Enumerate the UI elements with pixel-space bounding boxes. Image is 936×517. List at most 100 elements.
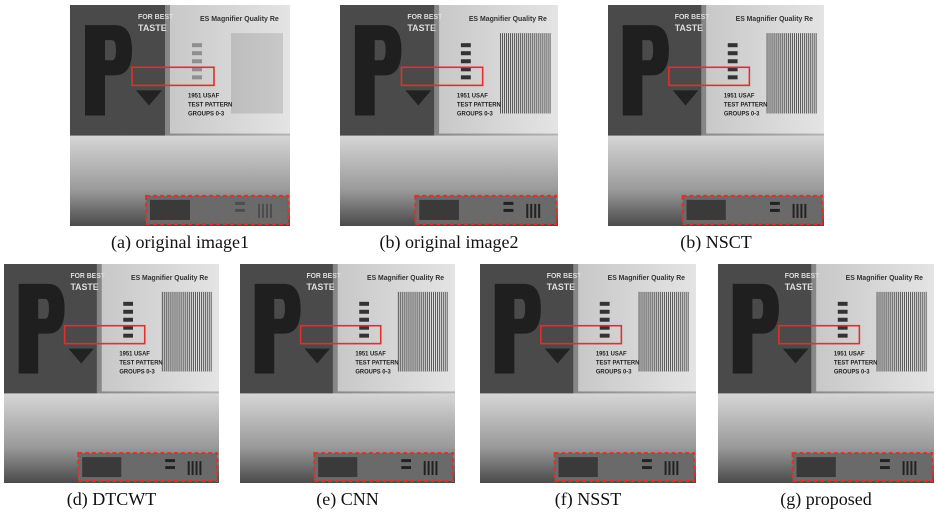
inset-bars [435,461,437,475]
card-title: ES Magnifier Quality Re [469,16,547,23]
inset-bars [428,461,430,475]
target-bars [192,51,202,55]
target-bars [838,334,848,338]
inset-bars [665,461,667,475]
brand-text: TASTE [547,282,575,292]
caption: (e) CNN [316,489,378,510]
inset-bars [165,459,175,462]
target-bars [838,302,848,306]
pattern-text: 1951 USAF [188,93,220,99]
brand-text: TASTE [138,23,167,33]
target-bars [461,51,471,55]
inset-texture [687,200,726,220]
pattern-text: GROUPS 0-3 [724,111,760,117]
inset-bars [432,461,434,475]
target-bars [123,318,133,322]
card-title: ES Magnifier Quality Re [846,275,924,282]
inset-bars [401,466,411,469]
inset-bars [235,202,245,205]
inset-bars [800,204,802,218]
inset-texture [419,200,459,220]
inset-bars [424,461,426,475]
photo: ES Magnifier Quality Re FOR BEST TASTE 1951… [718,264,934,483]
card-title: ES Magnifier Quality Re [736,16,813,23]
caption: (g) proposed [780,489,871,510]
pattern-text: TEST PATTERN [119,361,162,367]
target-bars [728,51,738,55]
inset-bars [192,461,194,475]
pattern-text: TEST PATTERN [188,102,232,108]
target-bars [461,43,471,47]
target-bars [728,43,738,47]
photo: ES Magnifier Quality ReFOR BESTTASTE1951… [4,264,219,483]
target-bars [192,75,202,79]
target-bars [600,334,610,338]
inset-bars [270,204,272,218]
pattern-text: GROUPS 0-3 [834,369,870,375]
inset-bars [770,209,780,212]
inset-texture [559,457,598,477]
inset-texture [150,200,190,220]
brand-text: FOR BEST [785,273,820,280]
inset-bars [534,204,536,218]
pattern-text: GROUPS 0-3 [188,111,225,117]
pattern-text: TEST PATTERN [355,361,398,367]
card-title: ES Magnifier Quality Re [200,16,279,23]
inset-bars [504,202,514,205]
brand-text: FOR BEST [407,14,443,21]
target-bars [838,310,848,314]
inset-bars [642,459,652,462]
target-bars [600,302,610,306]
pattern-text: 1951 USAF [119,352,150,358]
target-bars [359,334,369,338]
target-bars [192,59,202,63]
inset-bars [504,209,514,212]
caption: (b) original image2 [380,232,519,253]
inset-bars [880,466,890,469]
caption: (f) NSST [555,489,622,510]
target-bars [359,302,369,306]
brand-text: FOR BEST [138,14,174,21]
pattern-text: GROUPS 0-3 [355,369,391,375]
inset-bars [199,461,201,475]
pattern-text: TEST PATTERN [596,361,640,367]
photo: ES Magnifier Quality Re FOR BEST TASTE 1951… [70,5,290,226]
inset-bars [903,461,905,475]
target-bars [359,318,369,322]
caption: (a) original image1 [111,232,249,253]
inset-bars [401,459,411,462]
inset-texture [797,457,836,477]
pattern-text: GROUPS 0-3 [457,111,494,117]
inset-bars [672,461,674,475]
photo: ES Magnifier Quality ReFOR BESTTASTE1951… [608,5,824,226]
inset-bars [262,204,264,218]
target-bars [123,302,133,306]
card-title: ES Magnifier Quality Re [367,275,444,282]
pattern-text: 1951 USAF [457,93,488,99]
inset-bars [880,459,890,462]
inset-bars [642,466,652,469]
pattern-text: TEST PATTERN [834,361,878,367]
caption: (b) NSCT [680,232,752,253]
pattern-text: GROUPS 0-3 [119,369,155,375]
inset-texture [82,457,121,477]
inset-bars [793,204,795,218]
inset-bars [165,466,175,469]
card-title: ES Magnifier Quality Re [608,275,686,282]
pattern-text: 1951 USAF [834,352,865,358]
pattern-text: TEST PATTERN [724,102,767,108]
pattern-text: GROUPS 0-3 [596,369,632,375]
brand-text: TASTE [306,282,334,292]
target-bars [838,318,848,322]
target-bars [728,75,738,79]
target-bars [123,334,133,338]
brand-text: TASTE [675,23,703,33]
brand-text: TASTE [785,282,813,292]
pattern-text: 1951 USAF [355,352,386,358]
card-title: ES Magnifier Quality Re [131,275,208,282]
inset-texture [318,457,357,477]
inset-bars [907,461,909,475]
inset-bars [196,461,198,475]
